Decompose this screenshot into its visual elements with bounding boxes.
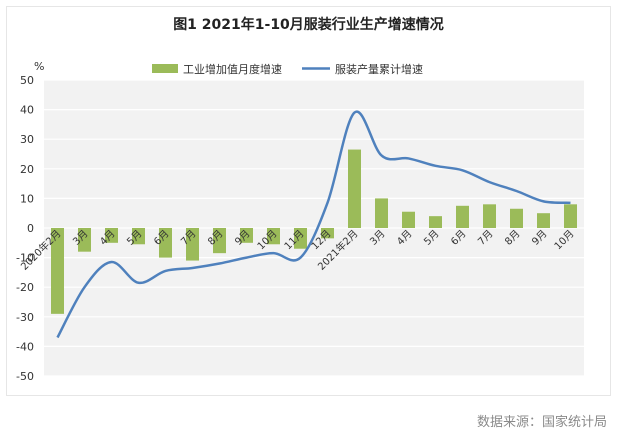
bar bbox=[294, 228, 307, 249]
legend-label-line: 服装产量累计增速 bbox=[335, 62, 423, 76]
line-series bbox=[56, 110, 571, 339]
bar bbox=[348, 149, 361, 228]
bar bbox=[321, 228, 334, 239]
y-tick-label: -20 bbox=[16, 281, 34, 294]
y-axis-ticks: 50 40 30 20 10 0 -10 -20 -30 -40 -50 bbox=[16, 74, 34, 383]
y-tick-label: 50 bbox=[20, 74, 34, 87]
bar bbox=[105, 228, 118, 243]
bar bbox=[402, 211, 415, 228]
bar bbox=[132, 228, 145, 245]
y-tick-label: 40 bbox=[20, 104, 34, 117]
chart-title: 图1 2021年1-10月服装行业生产增速情况 bbox=[173, 17, 444, 33]
y-tick-label: 30 bbox=[20, 133, 34, 146]
legend-label-bar: 工业增加值月度增速 bbox=[183, 62, 282, 76]
y-tick-label: -50 bbox=[16, 370, 34, 383]
y-tick-label: 20 bbox=[20, 163, 34, 176]
bar bbox=[510, 208, 523, 228]
bar bbox=[564, 204, 577, 228]
bar bbox=[429, 216, 442, 228]
bar bbox=[78, 228, 91, 252]
cumulative-growth-line bbox=[56, 110, 571, 339]
bar bbox=[267, 228, 280, 245]
bar bbox=[213, 228, 226, 254]
legend: 工业增加值月度增速 服装产量累计增速 bbox=[152, 62, 423, 76]
bar bbox=[240, 228, 253, 243]
y-axis-label: % bbox=[34, 60, 44, 73]
bar bbox=[456, 205, 469, 228]
y-tick-label: -40 bbox=[16, 340, 34, 353]
y-tick-label: -10 bbox=[16, 252, 34, 265]
y-tick-label: -30 bbox=[16, 311, 34, 324]
y-tick-label: 0 bbox=[27, 222, 34, 235]
source-note: 数据来源：国家统计局 bbox=[476, 415, 607, 430]
bar-series bbox=[51, 149, 577, 314]
y-tick-label: 10 bbox=[20, 192, 34, 205]
bar bbox=[537, 213, 550, 228]
bar bbox=[51, 228, 64, 314]
legend-swatch-bar bbox=[152, 64, 178, 73]
bar bbox=[159, 228, 172, 258]
bar bbox=[483, 204, 496, 228]
bar bbox=[186, 228, 199, 261]
bar bbox=[375, 198, 388, 228]
